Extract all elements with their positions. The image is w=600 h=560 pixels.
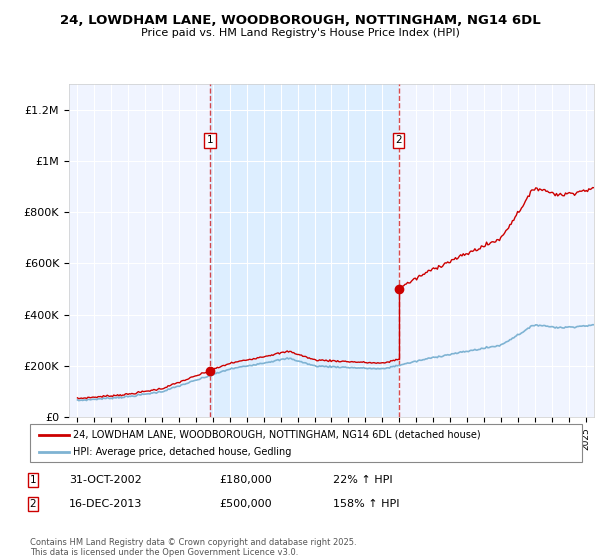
Text: 24, LOWDHAM LANE, WOODBOROUGH, NOTTINGHAM, NG14 6DL (detached house): 24, LOWDHAM LANE, WOODBOROUGH, NOTTINGHA… xyxy=(73,430,481,440)
Text: Price paid vs. HM Land Registry's House Price Index (HPI): Price paid vs. HM Land Registry's House … xyxy=(140,28,460,38)
Text: £500,000: £500,000 xyxy=(219,499,272,509)
Text: 31-OCT-2002: 31-OCT-2002 xyxy=(69,475,142,485)
Text: 2: 2 xyxy=(29,499,37,509)
Text: 1: 1 xyxy=(207,136,214,146)
Text: 158% ↑ HPI: 158% ↑ HPI xyxy=(333,499,400,509)
Text: Contains HM Land Registry data © Crown copyright and database right 2025.
This d: Contains HM Land Registry data © Crown c… xyxy=(30,538,356,557)
Text: 2: 2 xyxy=(395,136,402,146)
Text: 22% ↑ HPI: 22% ↑ HPI xyxy=(333,475,392,485)
Text: 24, LOWDHAM LANE, WOODBOROUGH, NOTTINGHAM, NG14 6DL: 24, LOWDHAM LANE, WOODBOROUGH, NOTTINGHA… xyxy=(59,14,541,27)
Text: 1: 1 xyxy=(29,475,37,485)
Text: 16-DEC-2013: 16-DEC-2013 xyxy=(69,499,142,509)
Bar xyxy=(210,84,398,417)
Text: HPI: Average price, detached house, Gedling: HPI: Average price, detached house, Gedl… xyxy=(73,447,292,458)
Text: £180,000: £180,000 xyxy=(219,475,272,485)
